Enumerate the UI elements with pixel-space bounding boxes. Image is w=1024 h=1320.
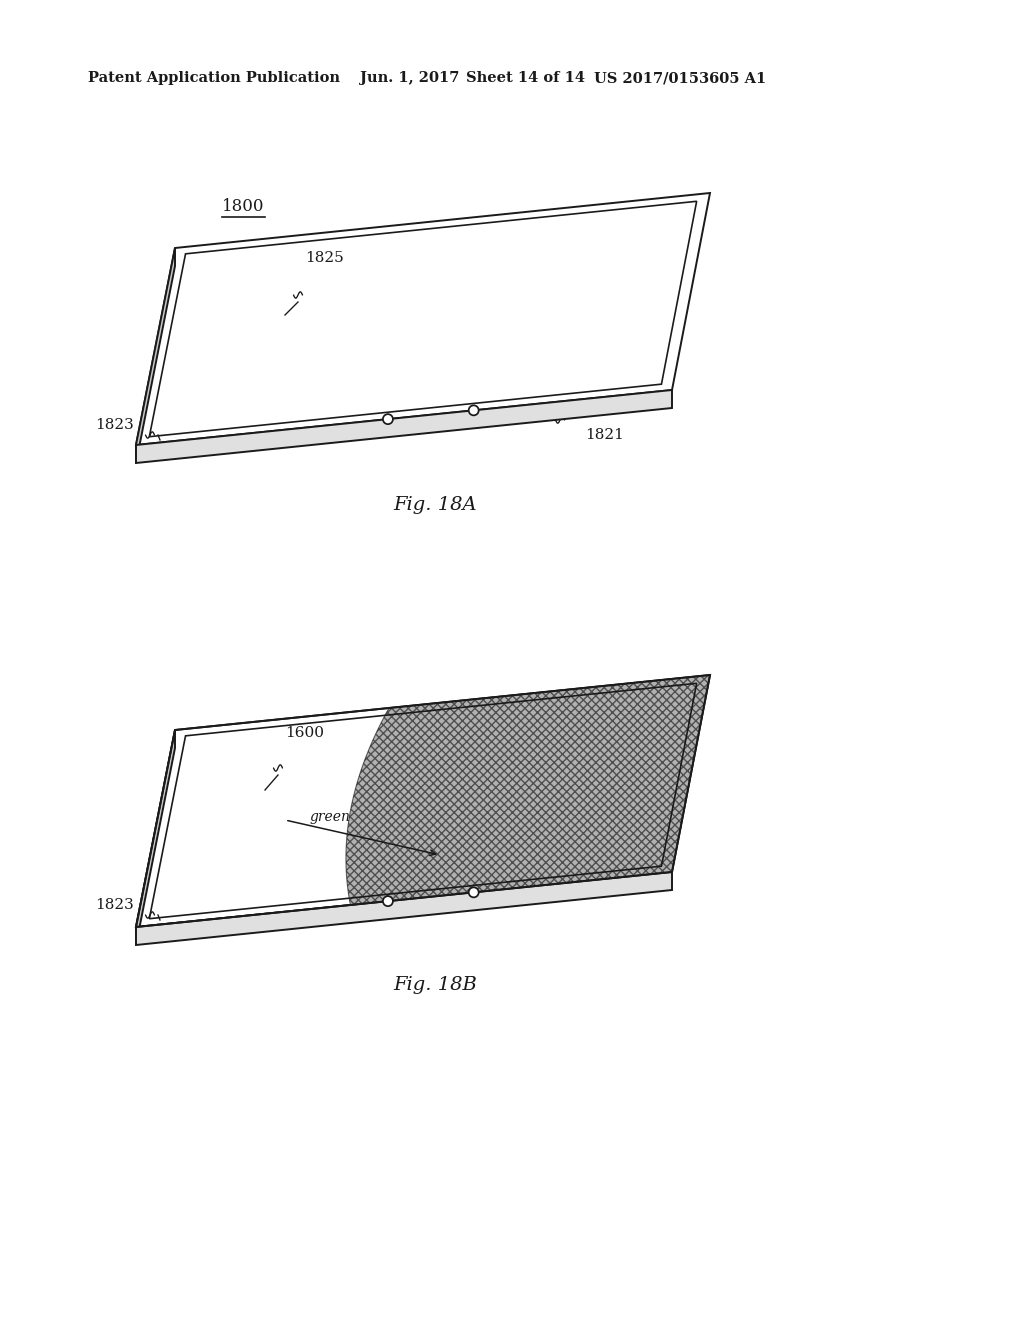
Polygon shape <box>136 389 672 463</box>
Circle shape <box>383 414 393 424</box>
Polygon shape <box>136 873 672 945</box>
Text: 1600: 1600 <box>285 726 324 741</box>
Polygon shape <box>136 730 175 945</box>
Text: Fig. 18B: Fig. 18B <box>393 975 477 994</box>
Text: 1821: 1821 <box>585 428 624 442</box>
Text: 1825: 1825 <box>305 251 344 265</box>
Polygon shape <box>346 675 710 906</box>
Text: US 2017/0153605 A1: US 2017/0153605 A1 <box>594 71 766 84</box>
Text: Jun. 1, 2017: Jun. 1, 2017 <box>360 71 460 84</box>
Polygon shape <box>136 675 710 927</box>
Text: 1823: 1823 <box>95 898 134 912</box>
Text: green: green <box>309 810 350 824</box>
Circle shape <box>383 896 393 906</box>
Text: 1823: 1823 <box>95 418 134 432</box>
Circle shape <box>469 887 478 898</box>
Polygon shape <box>136 193 710 445</box>
Text: Patent Application Publication: Patent Application Publication <box>88 71 340 84</box>
Text: Sheet 14 of 14: Sheet 14 of 14 <box>466 71 585 84</box>
Text: Fig. 18A: Fig. 18A <box>393 496 477 513</box>
Circle shape <box>469 405 478 416</box>
Text: 1800: 1800 <box>222 198 264 215</box>
Polygon shape <box>136 248 175 463</box>
